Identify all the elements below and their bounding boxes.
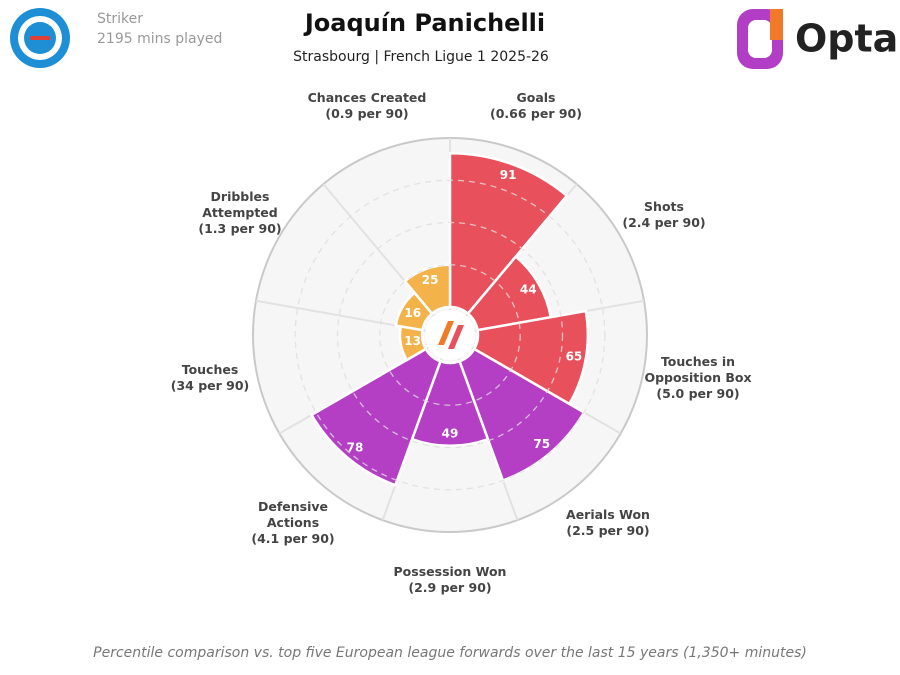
category-label: Touches in Opposition Box (5.0 per 90)	[643, 354, 753, 402]
center-logo	[448, 325, 464, 349]
bar	[309, 347, 443, 487]
category-name: Goals	[516, 90, 556, 105]
opta-logo-mark	[737, 9, 783, 69]
category-detail: (2.5 per 90)	[566, 523, 650, 538]
bar	[448, 151, 569, 316]
category-label: Defensive Actions (4.1 per 90)	[248, 499, 338, 547]
value-label: 65	[566, 349, 583, 363]
category-name: Shots	[644, 199, 684, 214]
minutes: 2195 mins played	[97, 31, 222, 47]
category-label: Dribbles Attempted (1.3 per 90)	[195, 189, 285, 237]
chart-title: Joaquín Panichelli	[303, 9, 545, 37]
bar	[472, 309, 590, 406]
position: Striker	[97, 11, 143, 27]
category-label: Touches (34 per 90)	[135, 362, 285, 394]
grid-circle	[379, 264, 521, 406]
value-label: 91	[500, 168, 517, 182]
category-detail: (4.1 per 90)	[251, 531, 335, 546]
category-name: Touches	[181, 362, 239, 377]
category-detail: (2.9 per 90)	[408, 580, 492, 595]
value-label: 13	[404, 334, 421, 348]
value-label: 25	[422, 273, 439, 287]
category-label: Shots (2.4 per 90)	[589, 199, 739, 231]
value-label: 49	[442, 426, 459, 440]
grid-circle	[336, 221, 564, 449]
category-label: Possession Won (2.9 per 90)	[375, 564, 525, 596]
brand: Opta	[795, 17, 898, 61]
category-name: Aerials Won	[566, 507, 650, 522]
center-badge	[425, 310, 475, 360]
category-detail: (34 per 90)	[170, 378, 250, 393]
grid-circle	[294, 179, 606, 491]
category-label: Aerials Won (2.5 per 90)	[533, 507, 683, 539]
value-label: 78	[347, 441, 364, 455]
category-detail: (5.0 per 90)	[656, 386, 740, 401]
category-detail: (0.66 per 90)	[490, 106, 582, 121]
category-label: Chances Created (0.9 per 90)	[292, 90, 442, 122]
category-detail: (2.4 per 90)	[622, 215, 706, 230]
category-label: Goals (0.66 per 90)	[461, 90, 611, 122]
value-label: 44	[520, 282, 537, 296]
club-crest	[10, 8, 70, 68]
chart-subtitle: Strasbourg | French Ligue 1 2025-26	[293, 49, 549, 65]
category-name: Touches in Opposition Box	[644, 354, 752, 385]
category-name: Chances Created	[307, 90, 427, 105]
category-detail: (1.3 per 90)	[198, 221, 282, 236]
category-name: Dribbles Attempted	[202, 189, 278, 220]
category-name: Possession Won	[393, 564, 507, 579]
center-logo	[438, 321, 454, 345]
value-label: 75	[533, 437, 550, 451]
category-detail: (0.9 per 90)	[325, 106, 409, 121]
value-label: 16	[404, 306, 421, 320]
category-name: Defensive Actions	[257, 499, 329, 530]
footnote: Percentile comparison vs. top five Europ…	[93, 645, 807, 661]
